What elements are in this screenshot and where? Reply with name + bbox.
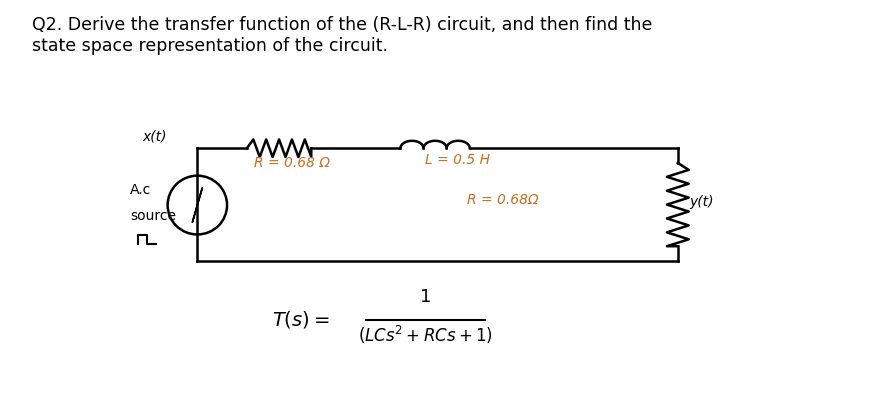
Text: y(t): y(t)	[690, 195, 715, 209]
Text: A.c: A.c	[130, 183, 151, 197]
Text: L = 0.5 H: L = 0.5 H	[425, 153, 490, 167]
Text: $\left(LCs^2 + RCs + 1\right)$: $\left(LCs^2 + RCs + 1\right)$	[357, 324, 493, 346]
Text: state space representation of the circuit.: state space representation of the circui…	[32, 38, 388, 55]
Text: x(t): x(t)	[143, 129, 168, 143]
Text: R = 0.68 Ω: R = 0.68 Ω	[254, 156, 331, 170]
Text: $1$: $1$	[420, 288, 431, 306]
Text: Q2. Derive the transfer function of the (R-L-R) circuit, and then find the: Q2. Derive the transfer function of the …	[32, 16, 652, 34]
Text: R = 0.68Ω: R = 0.68Ω	[467, 193, 539, 207]
Text: $T(s) =$: $T(s) =$	[272, 309, 329, 330]
Text: source: source	[130, 209, 176, 223]
